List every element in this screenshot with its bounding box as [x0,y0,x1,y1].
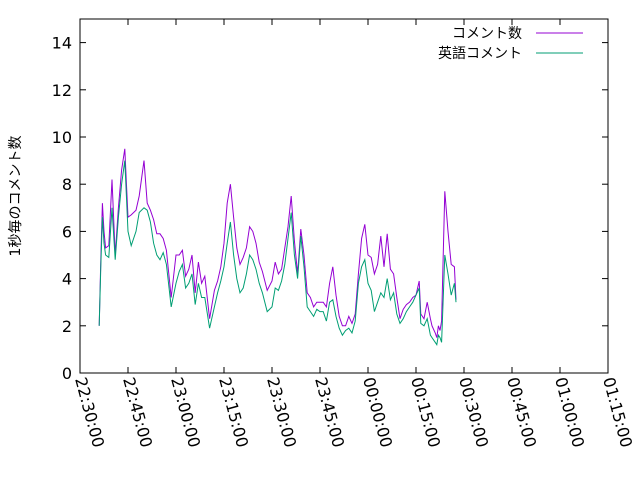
x-tick-label: 22:30:00 [71,375,108,449]
plot-area-frame [79,18,609,374]
y-tick-label: 6 [62,222,72,241]
x-tick-label: 23:30:00 [263,375,300,449]
series-line-2 [98,160,457,347]
y-tick-label: 0 [62,364,72,383]
x-tick-label: 00:15:00 [407,375,444,449]
x-axis: 22:30:00 22:45:00 23:00:00 23:15:00 23:30:00… [71,19,636,449]
y-tick-label: 4 [62,270,72,289]
x-tick-label: 01:15:00 [599,375,636,449]
series-line-1 [98,148,457,338]
x-tick-label: 22:45:00 [119,375,156,449]
legend-label-1: コメント数 [452,26,522,42]
y-tick-label: 2 [62,317,72,336]
y-tick-label: 14 [52,34,72,53]
legend-label-2: 英語コメント [438,45,522,62]
x-tick-label: 00:00:00 [359,375,396,449]
y-tick-label: 10 [52,128,72,147]
y-axis: 0 2 4 6 8 10 12 14 [52,34,608,383]
series-layer [98,148,457,347]
x-tick-label: 00:45:00 [503,375,540,449]
y-axis-label: 1秒毎のコメント数 [8,136,24,257]
x-tick-label: 23:15:00 [215,375,252,449]
x-tick-label: 23:00:00 [167,375,204,449]
x-tick-label: 23:45:00 [311,375,348,449]
x-tick-label: 00:30:00 [455,375,492,449]
y-tick-label: 8 [62,175,72,194]
x-tick-label: 01:00:00 [551,375,588,449]
y-tick-label: 12 [52,81,72,100]
